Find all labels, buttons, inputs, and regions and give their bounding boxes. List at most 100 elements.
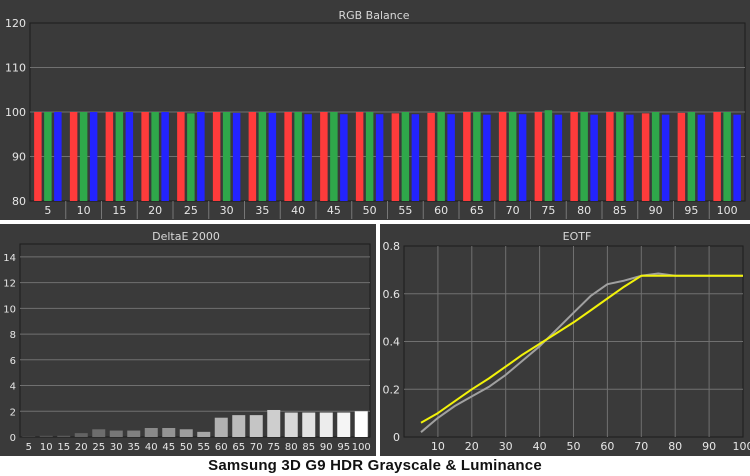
y-tick-label: 0.2 — [383, 383, 401, 396]
x-tick-label: 10 — [431, 440, 445, 453]
y-tick-label: 0 — [10, 433, 16, 444]
bar — [187, 113, 195, 201]
bar — [89, 112, 98, 201]
x-tick-label: 35 — [127, 442, 140, 453]
bar — [258, 112, 267, 201]
bar — [411, 114, 420, 201]
bar — [151, 112, 159, 201]
x-tick-label: 50 — [180, 442, 193, 453]
bar — [570, 112, 578, 201]
bar — [127, 430, 141, 437]
bar — [268, 112, 277, 201]
y-tick-label: 100 — [5, 106, 26, 119]
rgb-balance-chart: RGB Balance 80 90 100 110 120 5 10 15 20 25 30 35 40… — [5, 9, 746, 219]
bar — [212, 112, 221, 201]
x-tick-label: 80 — [668, 440, 682, 453]
bar — [161, 112, 169, 201]
x-tick-label: 20 — [465, 440, 479, 453]
y-tick-label: 0.4 — [383, 336, 401, 349]
bar — [44, 112, 52, 201]
y-tick-label: 10 — [3, 304, 16, 315]
x-tick-label: 30 — [499, 440, 513, 453]
x-tick-label: 60 — [600, 440, 614, 453]
x-tick-label: 15 — [112, 204, 126, 217]
bar — [249, 415, 263, 437]
x-tick-label: 20 — [148, 204, 162, 217]
x-tick-label: 40 — [533, 440, 547, 453]
bar — [179, 429, 193, 437]
deltae-chart: DeltaE 2000 0 2 4 6 8 10 12 14 5 10 15 20 25 30 35 40 45… — [3, 230, 371, 453]
x-tick-label: 80 — [285, 442, 298, 453]
x-tick-label: 60 — [434, 204, 448, 217]
bar — [354, 411, 368, 437]
bar — [733, 114, 741, 201]
bar — [483, 114, 491, 201]
x-tick-label: 5 — [26, 442, 32, 453]
bar — [437, 112, 445, 201]
bar — [222, 112, 231, 201]
x-tick-label: 90 — [320, 442, 333, 453]
figure-caption: Samsung 3D G9 HDR Grayscale & Luminance — [208, 457, 542, 474]
x-tick-label: 60 — [215, 442, 228, 453]
bar — [713, 112, 721, 201]
bar — [141, 112, 149, 201]
y-tick-label: 8 — [10, 330, 16, 341]
x-tick-label: 45 — [327, 204, 341, 217]
y-tick-label: 12 — [3, 279, 16, 290]
eotf-title: EOTF — [563, 230, 592, 243]
bar — [267, 409, 281, 437]
y-tick-label: 110 — [5, 62, 26, 75]
bar — [115, 112, 124, 201]
x-tick-label: 100 — [352, 442, 371, 453]
bar — [365, 112, 374, 201]
y-tick-label: 6 — [10, 356, 16, 367]
bar — [304, 114, 312, 201]
bar — [723, 112, 731, 201]
y-tick-label: 80 — [12, 195, 26, 208]
bar — [284, 412, 298, 437]
bar — [330, 112, 338, 201]
x-tick-label: 10 — [77, 204, 91, 217]
x-tick-label: 25 — [184, 204, 198, 217]
x-tick-label: 45 — [162, 442, 175, 453]
x-tick-label: 65 — [232, 442, 245, 453]
x-tick-label: 50 — [567, 440, 581, 453]
x-tick-label: 95 — [337, 442, 350, 453]
bar — [580, 112, 588, 201]
bar — [677, 112, 686, 201]
x-tick-label: 50 — [363, 204, 377, 217]
bar — [320, 112, 328, 201]
x-tick-label: 85 — [613, 204, 627, 217]
bar — [473, 112, 481, 201]
bar — [508, 112, 517, 201]
y-tick-label: 120 — [5, 17, 26, 30]
x-tick-label: 65 — [470, 204, 484, 217]
x-tick-label: 5 — [44, 204, 51, 217]
bar — [177, 112, 185, 201]
bar — [606, 112, 614, 201]
x-tick-label: 10 — [40, 442, 53, 453]
bar — [626, 114, 634, 201]
bar — [340, 114, 348, 201]
x-tick-label: 100 — [717, 204, 738, 217]
bar — [518, 114, 527, 201]
bar — [232, 112, 241, 201]
bar — [391, 113, 400, 201]
y-tick-label: 0.8 — [383, 240, 401, 253]
x-tick-label: 90 — [702, 440, 716, 453]
deltae-title: DeltaE 2000 — [152, 230, 220, 243]
bar — [125, 112, 134, 201]
bar — [463, 112, 471, 201]
x-tick-label: 75 — [541, 204, 555, 217]
x-tick-label: 55 — [398, 204, 412, 217]
y-tick-label: 14 — [3, 253, 16, 264]
bar — [294, 112, 302, 201]
bar — [319, 412, 333, 437]
bar — [661, 114, 670, 201]
bar — [34, 112, 42, 201]
x-tick-label: 70 — [634, 440, 648, 453]
x-tick-label: 35 — [255, 204, 269, 217]
bar — [401, 112, 410, 201]
x-tick-label: 80 — [577, 204, 591, 217]
y-tick-label: 4 — [10, 382, 16, 393]
